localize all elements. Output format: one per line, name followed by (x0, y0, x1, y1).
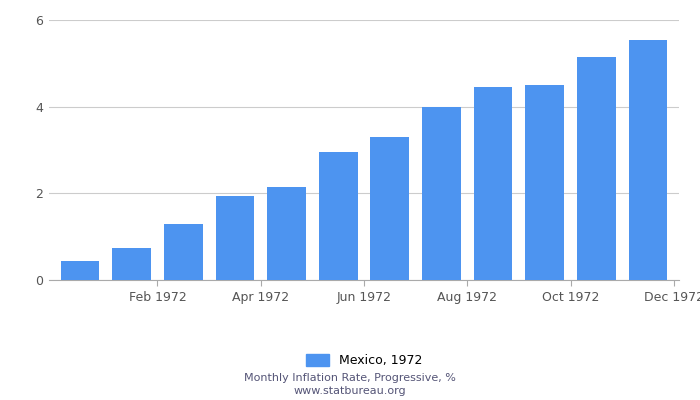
Bar (61, 260, 99, 280)
Bar (267, 187, 306, 280)
Bar (216, 196, 254, 280)
Bar (318, 152, 358, 280)
Bar (577, 57, 616, 280)
Bar (474, 87, 512, 280)
Bar (422, 107, 461, 280)
Bar (164, 224, 202, 280)
Text: www.statbureau.org: www.statbureau.org (294, 386, 406, 396)
Bar (370, 137, 410, 280)
Bar (629, 40, 667, 280)
Bar (526, 85, 564, 280)
Legend: Mexico, 1972: Mexico, 1972 (306, 354, 422, 367)
Bar (112, 248, 151, 280)
Text: Monthly Inflation Rate, Progressive, %: Monthly Inflation Rate, Progressive, % (244, 373, 456, 383)
